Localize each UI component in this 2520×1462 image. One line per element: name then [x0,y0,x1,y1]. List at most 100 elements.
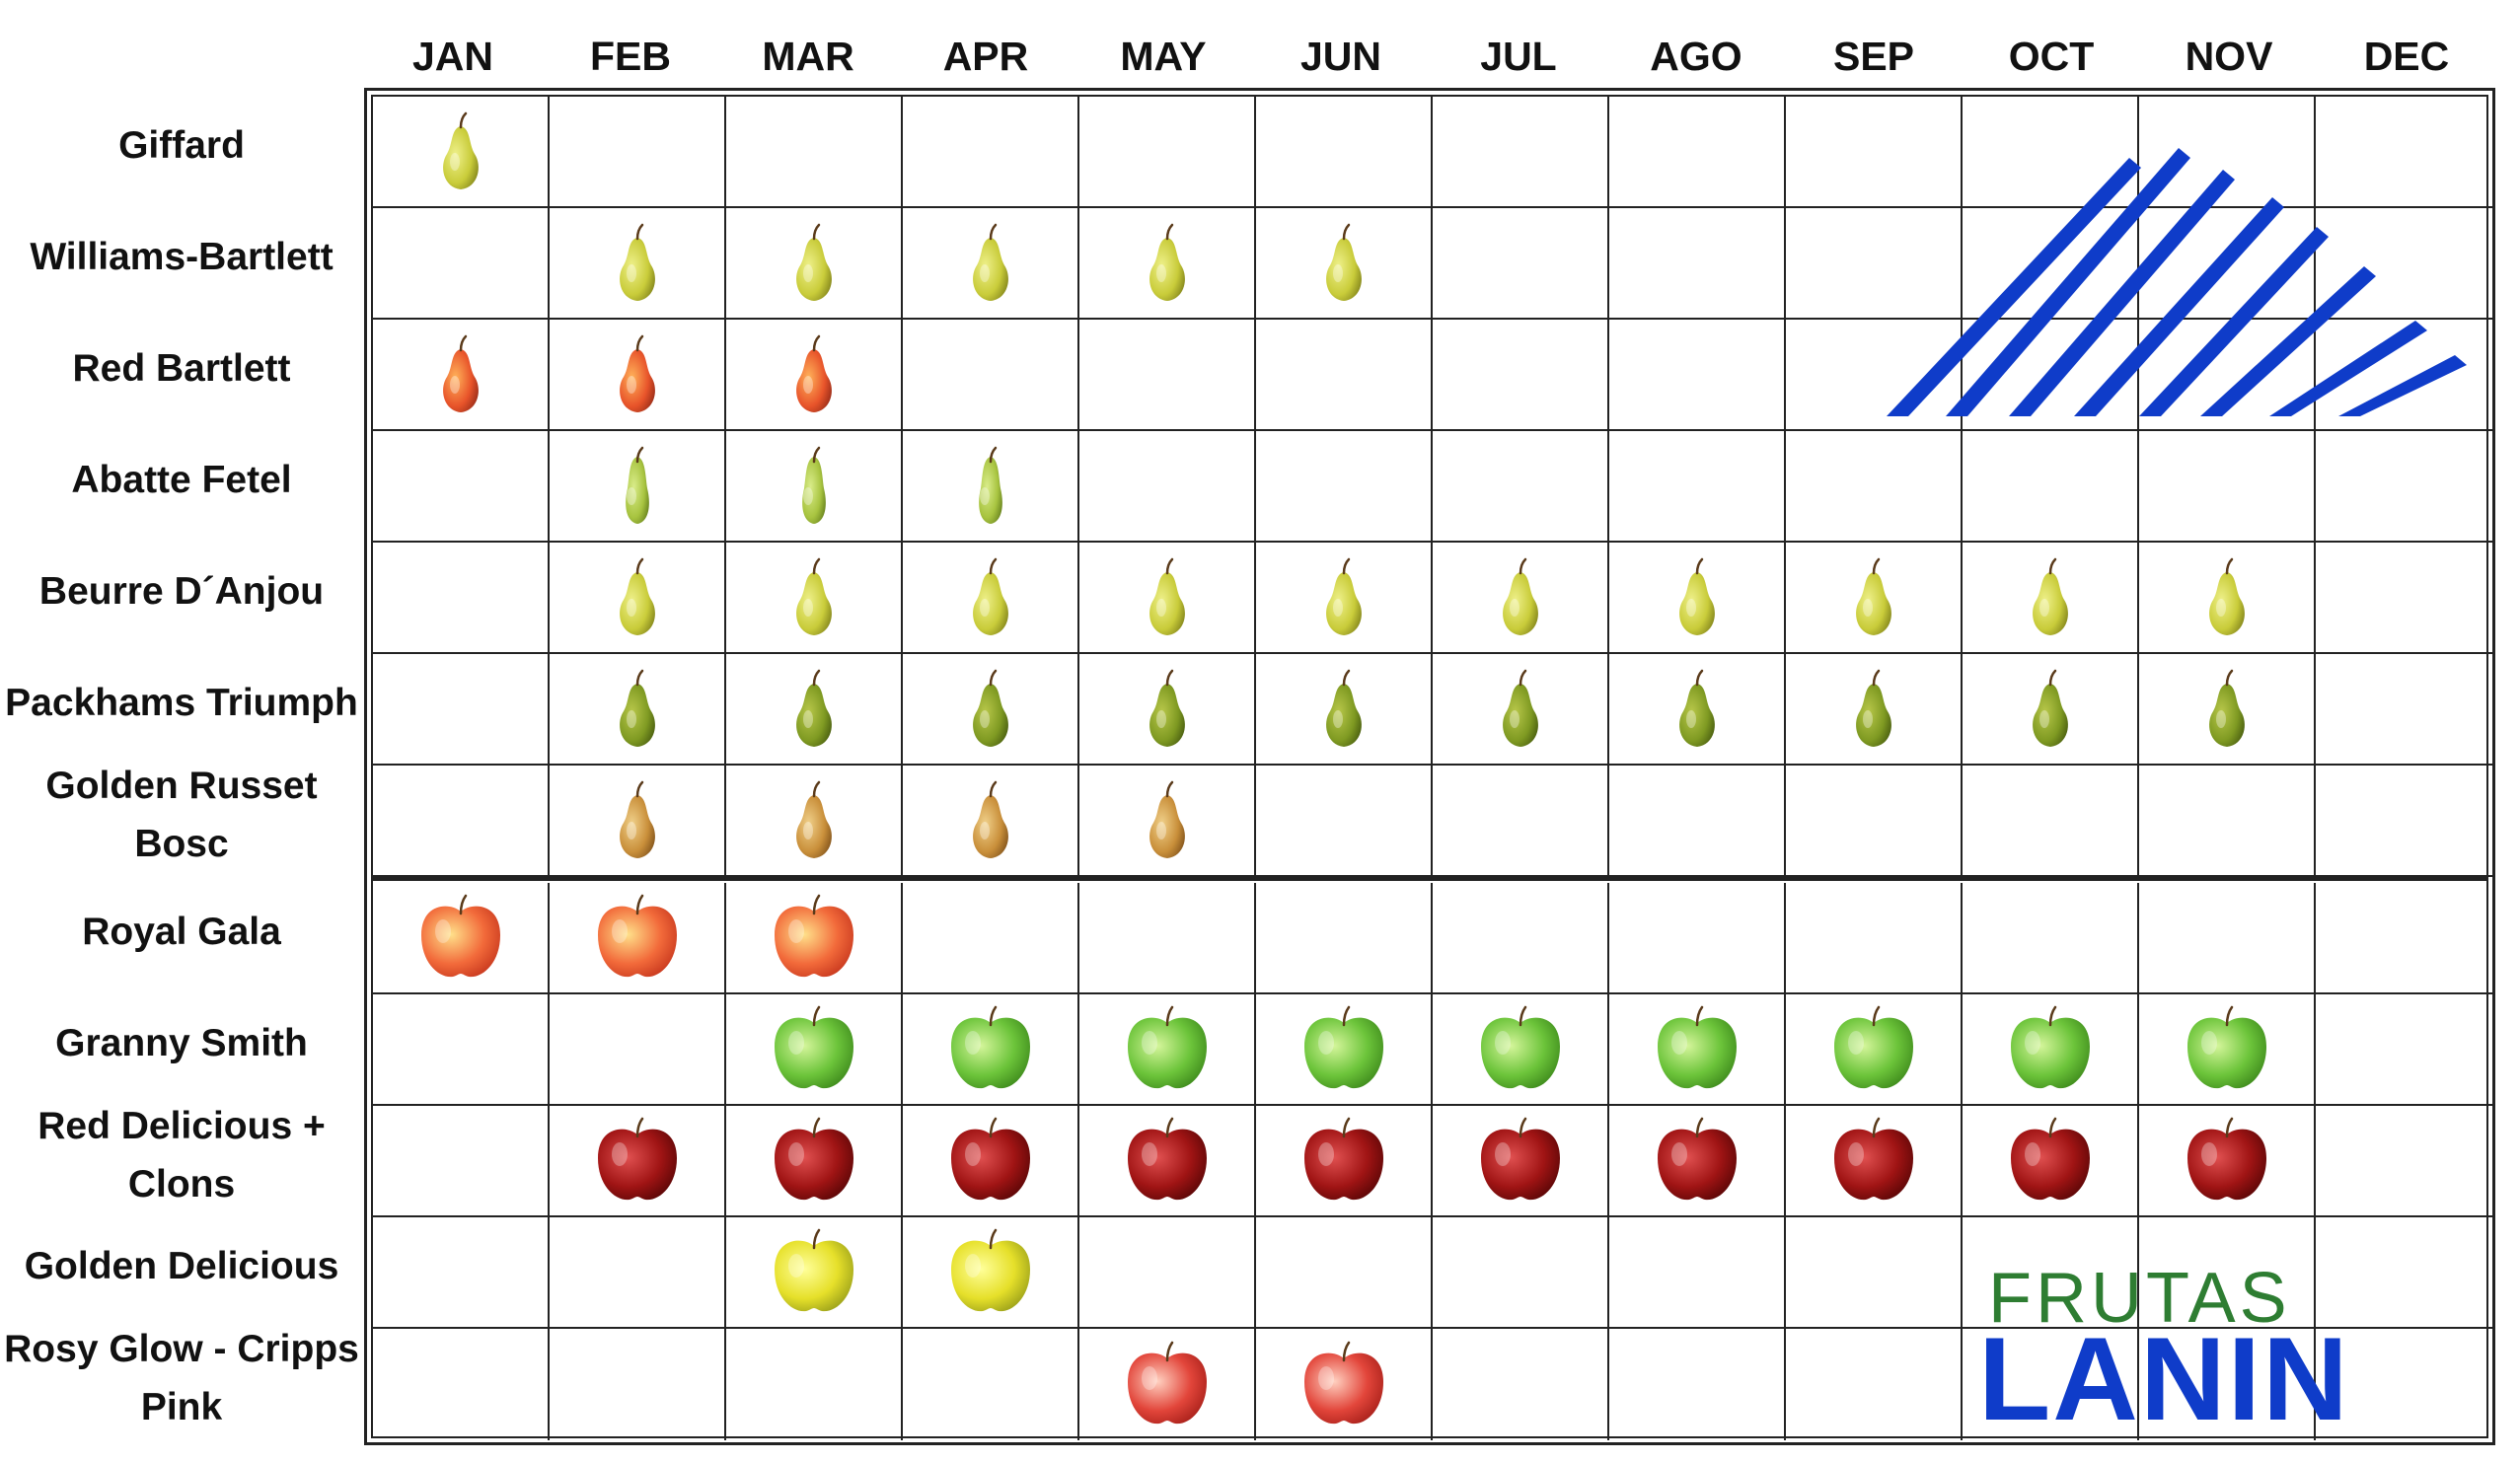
calendar-cell [903,97,1079,208]
calendar-cell [1963,543,2139,654]
calendar-cell [1433,97,1609,208]
calendar-cell [1433,543,1609,654]
calendar-cell [1609,1217,1786,1329]
apple-pink-icon [1127,1341,1207,1424]
apple-red-icon [950,1117,1030,1200]
calendar-cell [1786,883,1963,994]
calendar-cell [2316,208,2492,320]
calendar-cell [1079,543,1256,654]
calendar-cell [1256,543,1433,654]
month-dec: DEC [2363,33,2450,79]
calendar-cell [2139,97,2316,208]
calendar-cell [2139,994,2316,1106]
calendar-cell [2316,431,2492,543]
calendar-cell [1609,320,1786,431]
calendar-cell [550,766,726,877]
calendar-cell [1256,97,1433,208]
pear-yellow-icon [972,557,1008,635]
pear-yellow-icon [795,223,832,301]
calendar-cell [550,208,726,320]
calendar-cell [2316,994,2492,1106]
variety-label: Red Bartlett [72,347,291,391]
calendar-cell [726,543,903,654]
calendar-cell [1963,766,2139,877]
calendar-cell [903,994,1079,1106]
month-ago: AGO [1650,33,1742,79]
calendar-cell [550,543,726,654]
pear-brown-icon [1149,780,1185,858]
apple-red-icon [1127,1117,1207,1200]
calendar-cell [903,543,1079,654]
calendar-cell [1433,883,1609,994]
calendar-cell [1786,543,1963,654]
month-oct: OCT [2008,33,2095,79]
variety-label: Granny Smith [55,1022,308,1065]
pear-long-icon [625,446,649,524]
calendar-cell [903,883,1079,994]
pear-yellow-icon [619,223,655,301]
calendar-cell [1786,1217,1963,1329]
calendar-cell [1786,208,1963,320]
pear-green-icon [1855,669,1891,747]
calendar-cell [1433,1329,1609,1440]
pear-green-icon [795,669,832,747]
apple-red-icon [1657,1117,1737,1200]
calendar-cell [373,208,550,320]
calendar-cell [1079,320,1256,431]
calendar-cell [1963,431,2139,543]
calendar-cell [2139,320,2316,431]
calendar-cell [1963,883,2139,994]
calendar-cell [1256,1217,1433,1329]
calendar-cell [373,543,550,654]
logo-lanin-text: LANIN [1978,1313,2350,1445]
variety-label: Red Delicious + Clons [37,1105,326,1206]
apple-red-icon [2186,1117,2266,1200]
calendar-cell [550,654,726,766]
pear-yellow-icon [1149,557,1185,635]
calendar-cell [2316,543,2492,654]
calendar-cell [1786,1329,1963,1440]
pear-yellow-icon [1325,223,1362,301]
calendar-cell [903,320,1079,431]
pear-yellow-icon [1325,557,1362,635]
calendar-cell [1433,766,1609,877]
pear-brown-icon [619,780,655,858]
pear-green-icon [1678,669,1715,747]
pear-long-icon [801,446,826,524]
pear-green-icon [619,669,655,747]
calendar-cell [726,1217,903,1329]
apple-yellow-icon [950,1228,1030,1311]
pear-yellow-icon [1502,557,1538,635]
calendar-cell [726,208,903,320]
calendar-cell [2139,431,2316,543]
pear-green-icon [1325,669,1362,747]
calendar-cell [550,994,726,1106]
pear-yellow-icon [2032,557,2068,635]
calendar-cell [2139,1106,2316,1217]
calendar-cell [373,431,550,543]
apple-red-icon [774,1117,853,1200]
calendar-cell [903,766,1079,877]
calendar-cell [1609,97,1786,208]
calendar-cell [1256,883,1433,994]
calendar-cell [1963,97,2139,208]
pear-long-icon [978,446,1002,524]
calendar-cell [2139,208,2316,320]
apple-red-icon [1480,1117,1560,1200]
calendar-cell [1079,1329,1256,1440]
apple-green-icon [1833,1005,1913,1088]
calendar-cell [1256,320,1433,431]
apple-green-icon [1127,1005,1207,1088]
apple-green-icon [950,1005,1030,1088]
calendar-cell [373,1329,550,1440]
calendar-cell [373,994,550,1106]
calendar-cell [2139,766,2316,877]
calendar-cell [1609,1329,1786,1440]
month-sep: SEP [1832,33,1915,79]
calendar-cell [1433,1106,1609,1217]
variety-label: Golden Russet Bosc [45,765,318,865]
pear-green-icon [2032,669,2068,747]
apple-red-icon [597,1117,677,1200]
variety-label: Abatte Fetel [71,459,292,502]
